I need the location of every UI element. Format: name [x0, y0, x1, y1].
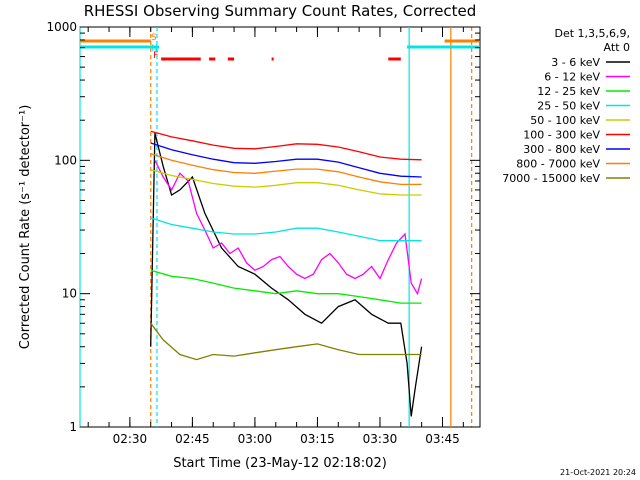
y-axis-label: Corrected Count Rate (s⁻¹ detector⁻¹) — [18, 105, 33, 350]
legend-label: 6 - 12 keV — [544, 71, 600, 84]
legend-label: 300 - 800 keV — [523, 143, 600, 156]
legend: Det 1,3,5,6,9, Att 0 3 - 6 keV 6 - 12 keV… — [502, 27, 630, 185]
x-tick-label: 03:00 — [238, 432, 273, 446]
chart-title: RHESSI Observing Summary Count Rates, Co… — [84, 2, 477, 20]
axes: 1 10 100 1000 02:30 02:45 03:00 03:15 03:30 03:45 — [46, 20, 480, 446]
series-line — [150, 269, 422, 304]
vertical-markers — [79, 27, 473, 427]
series-line — [150, 142, 422, 178]
flag-bars: SNF — [80, 33, 480, 61]
series-line — [150, 322, 422, 361]
legend-label: 7000 - 15000 keV — [502, 172, 600, 185]
series-line — [150, 132, 423, 417]
legend-label: 25 - 50 keV — [537, 100, 600, 113]
legend-label: 100 - 300 keV — [523, 129, 600, 142]
y-tick-label: 100 — [54, 153, 77, 167]
flag-label: S — [151, 33, 157, 43]
plot-frame — [79, 26, 481, 428]
series-line — [150, 153, 422, 186]
legend-label: 800 - 7000 keV — [516, 158, 600, 171]
x-tick-label: 03:30 — [363, 432, 398, 446]
y-tick-label: 10 — [62, 287, 77, 301]
series-lines — [150, 130, 423, 417]
x-tick-label: 02:30 — [113, 432, 148, 446]
flag-label: N — [151, 44, 158, 54]
x-tick-label: 03:45 — [425, 432, 460, 446]
series-line — [150, 217, 422, 242]
timestamp: 21-Oct-2021 20:24 — [560, 468, 636, 477]
legend-label: 50 - 100 keV — [530, 114, 600, 127]
y-tick-label: 1 — [69, 420, 77, 434]
x-tick-label: 03:15 — [300, 432, 335, 446]
y-tick-label: 1000 — [46, 20, 77, 34]
series-line — [150, 130, 422, 161]
series-line — [154, 160, 423, 296]
flag-label: F — [153, 51, 158, 61]
series-line — [150, 169, 422, 196]
legend-label: 3 - 6 keV — [551, 56, 600, 69]
legend-header-line-2: Att 0 — [604, 41, 630, 54]
x-axis-label: Start Time (23-May-12 02:18:02) — [173, 456, 387, 471]
legend-label: 12 - 25 keV — [537, 85, 600, 98]
legend-header-line-1: Det 1,3,5,6,9, — [554, 27, 630, 40]
x-tick-label: 02:45 — [175, 432, 210, 446]
